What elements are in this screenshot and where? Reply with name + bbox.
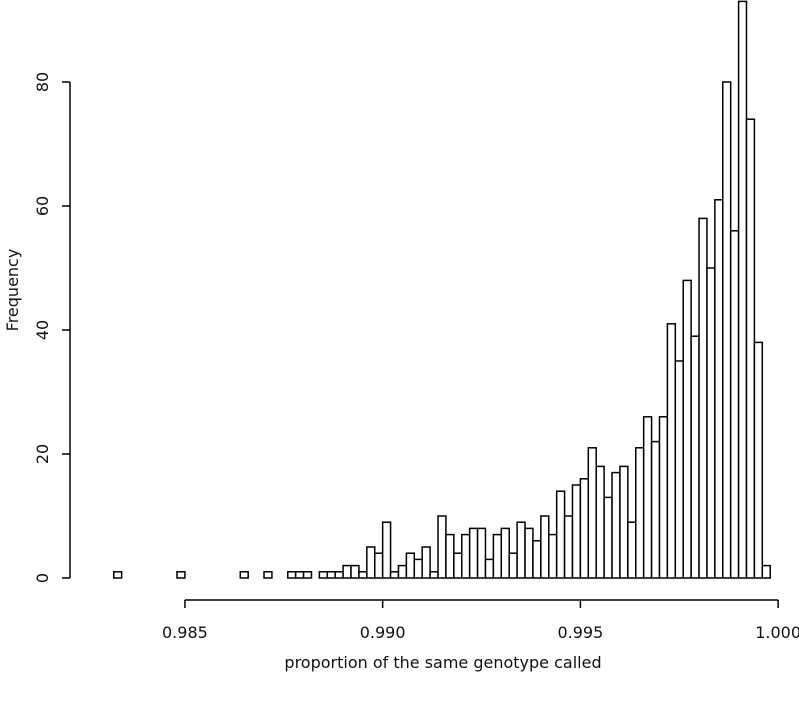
bar — [579, 478, 590, 579]
bar — [714, 199, 724, 579]
bar — [350, 564, 360, 579]
bar — [286, 571, 297, 579]
bar — [595, 465, 605, 579]
bar — [429, 571, 439, 579]
bar — [112, 571, 123, 579]
y-tick-label: 80 — [33, 72, 52, 92]
x-tick-label: 0.985 — [162, 623, 208, 642]
bar — [516, 521, 526, 579]
bar — [373, 552, 384, 579]
y-tick-label: 40 — [33, 320, 52, 340]
bar — [405, 552, 416, 579]
bar — [540, 515, 550, 579]
bar — [674, 360, 684, 579]
bar — [476, 527, 487, 579]
bar — [627, 521, 637, 579]
bar — [484, 558, 495, 579]
bar — [358, 571, 368, 579]
bar — [263, 571, 273, 579]
x-tick-label: 0.995 — [557, 623, 603, 642]
bar — [326, 571, 336, 579]
x-tick-label: 0.990 — [360, 623, 406, 642]
bar — [650, 440, 661, 579]
bar — [698, 217, 708, 579]
bar — [761, 564, 771, 579]
bar — [342, 564, 352, 579]
bar — [453, 552, 463, 579]
bar — [722, 81, 732, 579]
bar — [413, 558, 423, 579]
bar — [334, 571, 344, 579]
bar — [445, 533, 455, 579]
bar — [239, 571, 249, 579]
bar — [729, 230, 740, 579]
bar — [706, 267, 716, 579]
bar — [548, 533, 558, 579]
bar — [381, 521, 392, 579]
bar — [421, 546, 431, 579]
bar — [642, 416, 653, 579]
y-tick-label: 20 — [33, 444, 52, 464]
bar — [437, 515, 447, 579]
bar — [176, 571, 186, 579]
bar — [294, 571, 305, 579]
bar — [500, 527, 510, 579]
bar — [461, 533, 471, 579]
bar — [397, 564, 408, 579]
bar — [745, 118, 756, 579]
bar — [690, 335, 700, 579]
bar — [555, 490, 566, 579]
bar — [508, 552, 518, 579]
bar — [611, 471, 621, 579]
bar — [524, 527, 534, 579]
bar — [737, 0, 748, 579]
bar — [682, 279, 692, 579]
bar — [658, 416, 669, 579]
x-tick-label: 1.000 — [755, 623, 799, 642]
bar — [468, 527, 479, 579]
y-axis-label: Frequency — [3, 249, 22, 332]
bar — [492, 533, 503, 579]
y-tick-label: 60 — [33, 196, 52, 216]
bar — [753, 341, 764, 579]
bar — [563, 515, 574, 579]
bar — [532, 540, 542, 579]
bar — [666, 323, 677, 579]
y-tick-label: 0 — [33, 573, 52, 583]
bar — [587, 447, 597, 579]
x-axis-label: proportion of the same genotype called — [284, 653, 601, 672]
bar — [603, 496, 613, 579]
bar — [366, 546, 376, 579]
bar — [389, 571, 400, 579]
bar — [635, 447, 645, 579]
bar — [302, 571, 313, 579]
bar — [571, 484, 582, 579]
bar — [619, 465, 629, 579]
bar — [318, 571, 329, 579]
